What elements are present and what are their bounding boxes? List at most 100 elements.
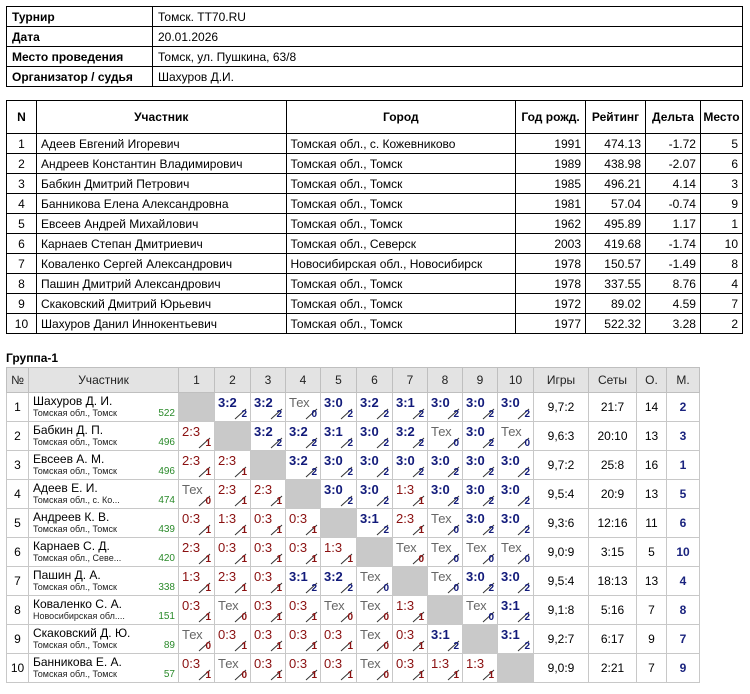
score-divider: [482, 408, 495, 420]
group-row: 8 Коваленко С. А. Новосибирская обл.... 151…: [6, 595, 700, 625]
divider-line: [234, 611, 247, 623]
group-player-name: Андреев К. В.: [33, 511, 110, 524]
group-row: 5 Андреев К. В. Томская обл., Томск 439 0:3 1…: [6, 508, 700, 538]
group-place: 4: [666, 566, 700, 596]
participant-n: 9: [6, 293, 37, 314]
group-match-cell: 1:3 1: [214, 508, 251, 538]
participant-city: Томская обл., Томск: [285, 153, 517, 174]
participant-delta: 1.17: [645, 213, 701, 234]
group-sets: 25:8: [588, 450, 637, 480]
match-score: 3:2: [289, 453, 308, 468]
score-divider: [517, 408, 530, 420]
score-divider: [412, 524, 425, 536]
group-row-number: 9: [6, 624, 29, 654]
participant-city: Томская обл., Томск: [285, 313, 517, 334]
match-points: 0: [383, 612, 389, 623]
match-points: 2: [524, 467, 530, 478]
group-match-cell: Тех 0: [497, 421, 534, 451]
score-divider: [340, 640, 353, 652]
group-player-name: Карнаев С. Д.: [33, 540, 110, 553]
group-diagonal-cell: [320, 508, 357, 538]
match-score: Тех: [501, 540, 522, 555]
group-match-cell: 0:3 1: [392, 653, 428, 683]
divider-line: [482, 611, 495, 623]
match-score: 3:0: [501, 453, 520, 468]
match-points: 1: [311, 525, 317, 536]
divider-line: [482, 408, 495, 420]
divider-line: [482, 669, 495, 681]
divider-line: [305, 669, 318, 681]
match-score: Тех: [182, 482, 203, 497]
match-points: 1: [347, 641, 353, 652]
divider-line: [340, 466, 353, 478]
group-sets: 6:17: [588, 624, 637, 654]
group-match-cell: 3:0 2: [497, 566, 534, 596]
info-row: Организатор / судья Шахуров Д.И.: [6, 66, 743, 87]
group-header: 9: [462, 367, 498, 393]
group-player-city: Томская обл., Томск: [33, 408, 117, 418]
match-score: 2:3: [182, 540, 201, 555]
group-match-cell: 3:0 2: [427, 479, 463, 509]
group-match-cell: Тех 0: [178, 479, 215, 509]
group-match-cell: Тех 0: [320, 595, 357, 625]
group-match-cell: 0:3 1: [178, 508, 215, 538]
score-divider: [198, 437, 211, 449]
divider-line: [340, 553, 353, 565]
score-divider: [234, 466, 247, 478]
match-score: Тех: [501, 424, 522, 439]
match-score: 0:3: [289, 540, 308, 555]
match-points: 1: [241, 641, 247, 652]
participant-place: 6: [699, 153, 744, 174]
score-divider: [198, 582, 211, 594]
group-row: 2 Бабкин Д. П. Томская обл., Томск 496 2:3 1 3…: [6, 421, 700, 451]
score-divider: [376, 582, 389, 594]
group-player-city: Томская обл., Томск: [33, 669, 117, 679]
match-points: 2: [418, 409, 424, 420]
score-divider: [305, 466, 318, 478]
match-points: 1: [205, 525, 211, 536]
divider-line: [270, 582, 283, 594]
participant-row: 4 Банникова Елена Александровна Томская об…: [6, 193, 744, 214]
score-divider: [198, 611, 211, 623]
score-divider: [447, 524, 460, 536]
match-score: 2:3: [396, 511, 415, 526]
group-match-cell: 2:3 1: [178, 421, 215, 451]
group-player-city: Томская обл., Томск: [33, 466, 117, 476]
match-points: 2: [383, 496, 389, 507]
score-divider: [447, 553, 460, 565]
score-divider: [234, 669, 247, 681]
group-diagonal-cell: [497, 653, 534, 683]
divider-line: [234, 524, 247, 536]
group-sets: 20:10: [588, 421, 637, 451]
match-points: 1: [311, 554, 317, 565]
divider-line: [517, 466, 530, 478]
score-divider: [234, 408, 247, 420]
participant-name: Скаковский Дмитрий Юрьевич: [35, 293, 287, 314]
group-row: 10 Банникова Е. А. Томская обл., Томск 57 0:…: [6, 653, 700, 683]
group-match-cell: 3:0 2: [462, 566, 498, 596]
participant-n: 10: [6, 313, 37, 334]
match-score: Тех: [431, 511, 452, 526]
score-divider: [340, 495, 353, 507]
match-score: Тех: [289, 395, 310, 410]
info-key: Турнир: [6, 6, 153, 27]
participant-delta: 4.14: [645, 173, 701, 194]
participant-place: 9: [699, 193, 744, 214]
group-player-rating: 496: [158, 437, 175, 448]
score-divider: [517, 640, 530, 652]
group-match-cell: 0:3 1: [178, 653, 215, 683]
match-points: 1: [311, 641, 317, 652]
participant-name: Евсеев Андрей Михайлович: [35, 213, 287, 234]
group-match-cell: 0:3 1: [392, 624, 428, 654]
match-score: Тех: [396, 540, 417, 555]
divider-line: [517, 408, 530, 420]
participant-n: 2: [6, 153, 37, 174]
participant-place: 10: [699, 233, 744, 254]
group-player-city: Томская обл., Севе...: [33, 553, 122, 563]
group-header: 2: [214, 367, 251, 393]
match-points: 0: [383, 583, 389, 594]
participant-n: 6: [6, 233, 37, 254]
score-divider: [517, 466, 530, 478]
group-match-cell: 0:3 1: [285, 508, 321, 538]
info-value: 20.01.2026: [152, 26, 743, 47]
